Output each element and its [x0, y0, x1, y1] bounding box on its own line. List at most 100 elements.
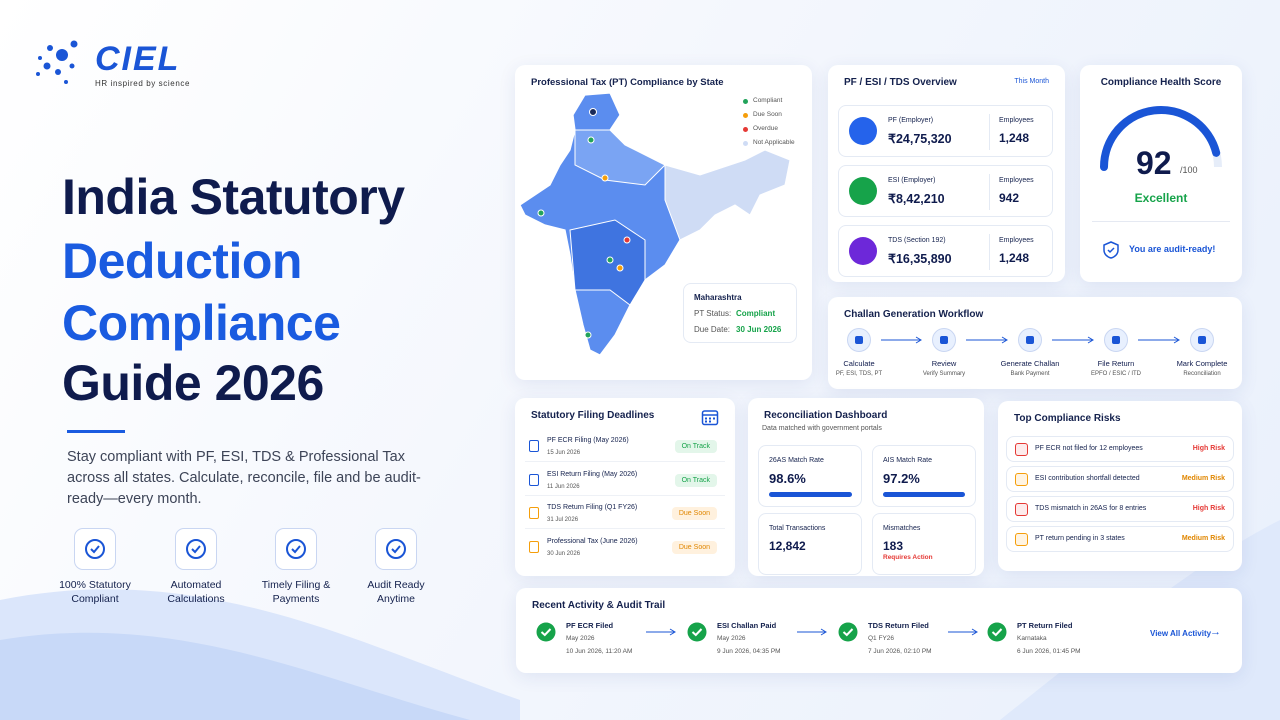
graphic: [709, 417, 711, 420]
graphic: [713, 417, 715, 420]
graphic: [616, 264, 624, 272]
metric-value: 98.6%: [769, 471, 806, 486]
legend-label: Not Applicable: [753, 139, 795, 146]
overview-row: ESI (Employer) ₹8,42,210 Employees 942: [838, 165, 1053, 217]
arrow: [646, 628, 676, 636]
step-icon: [1190, 328, 1214, 352]
deadline-row: TDS Return Filing (Q1 FY26) 31 Jul 2026 …: [525, 499, 725, 529]
step-title: Calculate: [843, 359, 875, 368]
step-glyph: [1026, 336, 1034, 344]
graphic: [623, 236, 631, 244]
health-card: Compliance Health Score 92 /100 Excellen…: [1080, 65, 1242, 282]
step-glyph: [1112, 336, 1120, 344]
shield-icon: [1103, 241, 1119, 259]
activity-time: 6 Jun 2026, 01:45 PM: [1017, 648, 1081, 655]
graphic: [701, 410, 719, 426]
graphic: [691, 628, 703, 637]
arrow: [881, 336, 922, 344]
graphic: [64, 80, 68, 84]
risk-row: PT return pending in 3 states Medium Ris…: [1006, 526, 1234, 552]
risk-text: TDS mismatch in 26AS for 8 entries: [1035, 505, 1147, 512]
step-glyph: [940, 336, 948, 344]
graphic: [70, 40, 78, 48]
feature-icon: [375, 528, 417, 570]
graphic: [85, 539, 105, 559]
graphic: [540, 628, 552, 637]
workflow-card: Challan Generation Workflow Calculate PF…: [828, 297, 1242, 389]
graphic: [664, 149, 791, 241]
step-title: Review: [931, 359, 957, 368]
feature-icon: [175, 528, 217, 570]
map-card: Professional Tax (PT) Compliance by Stat…: [515, 65, 812, 380]
doc-icon: [529, 473, 539, 486]
deadline-name: ESI Return Filing (May 2026): [547, 470, 638, 478]
score: 92: [1136, 145, 1172, 181]
legend-label: Due Soon: [753, 111, 782, 118]
hero-title-line: Deduction: [62, 233, 302, 289]
card-subtitle: Data matched with government portals: [762, 425, 882, 432]
graphic: [38, 56, 42, 60]
legend-dot: [743, 113, 748, 118]
graphic: [709, 420, 711, 423]
activity-title: TDS Return Filed: [868, 621, 929, 630]
calendar-icon[interactable]: [701, 408, 719, 426]
tooltip-label: Due Date:: [694, 325, 731, 334]
graphic: [69, 63, 75, 69]
arrow: [1138, 336, 1180, 344]
arrow: [948, 628, 978, 636]
card-title: Professional Tax (PT) Compliance by Stat…: [531, 77, 724, 88]
legend-dot: [743, 141, 748, 146]
graphic: [915, 336, 922, 344]
step-sub: Verify Summary: [922, 371, 966, 377]
metric-value: 12,842: [769, 539, 806, 553]
graphic: [687, 622, 707, 642]
graphic: [838, 622, 858, 642]
risk-icon: [1015, 473, 1028, 486]
deadline-name: PF ECR Filing (May 2026): [547, 437, 629, 444]
deadline-row: PF ECR Filing (May 2026) 15 Jun 2026 On …: [525, 432, 725, 462]
graphic: [584, 331, 592, 339]
row-amount: ₹16,35,890: [888, 252, 952, 266]
risk-level: Medium Risk: [1181, 475, 1225, 482]
graphic: [536, 622, 556, 642]
graphic: [705, 417, 707, 420]
employees-count: 1,248: [999, 251, 1030, 265]
employees-label: Employees: [999, 117, 1034, 124]
step-sub: EPFO / ESIC / ITD: [1090, 371, 1141, 377]
graphic: [191, 545, 201, 554]
view-all-link[interactable]: View All Activity: [1150, 629, 1212, 638]
link-arrow[interactable]: →: [1210, 626, 1221, 638]
brand-tagline: HR inspired by science: [95, 79, 191, 88]
graphic: [36, 72, 40, 76]
tooltip-due: 30 Jun 2026: [736, 325, 782, 334]
activity-sub: May 2026: [566, 635, 595, 642]
step-title: Generate Challan: [1000, 359, 1060, 368]
tooltip-status: Compliant: [736, 309, 776, 318]
feature-label: Automated Calculations: [167, 579, 225, 605]
deadline-date: 30 Jun 2026: [547, 550, 581, 557]
graphic: [1087, 336, 1094, 344]
risk-row: TDS mismatch in 26AS for 8 entries High …: [1006, 496, 1234, 522]
metric-label: Total Transactions: [769, 525, 826, 532]
deadline-row: Professional Tax (June 2026) 30 Jun 2026…: [525, 533, 725, 563]
row-name: PF (Employer): [888, 117, 934, 124]
graphic: [36, 40, 78, 84]
feature-label: Timely Filing & Payments: [261, 579, 331, 605]
graphic: [43, 62, 51, 70]
row-divider: [989, 114, 990, 150]
legend-dot: [743, 99, 748, 104]
card-title: Statutory Filing Deadlines: [531, 410, 655, 421]
graphic: [587, 136, 595, 144]
graphic: [842, 628, 854, 637]
doc-icon: [529, 507, 539, 519]
reconciliation-card: Reconciliation Dashboard Data matched wi…: [748, 398, 984, 576]
metric-value: 183: [883, 539, 904, 553]
step-title: Mark Complete: [1176, 359, 1228, 368]
activity-title: PT Return Filed: [1017, 621, 1073, 630]
status-badge: Due Soon: [671, 540, 717, 554]
accent-bar: [67, 430, 125, 433]
score-max: /100: [1180, 165, 1198, 175]
map-tooltip: Maharashtra PT Status: Compliant Due Dat…: [683, 283, 797, 343]
icon-glyph: [386, 539, 406, 559]
activity-title: ESI Challan Paid: [717, 621, 777, 630]
